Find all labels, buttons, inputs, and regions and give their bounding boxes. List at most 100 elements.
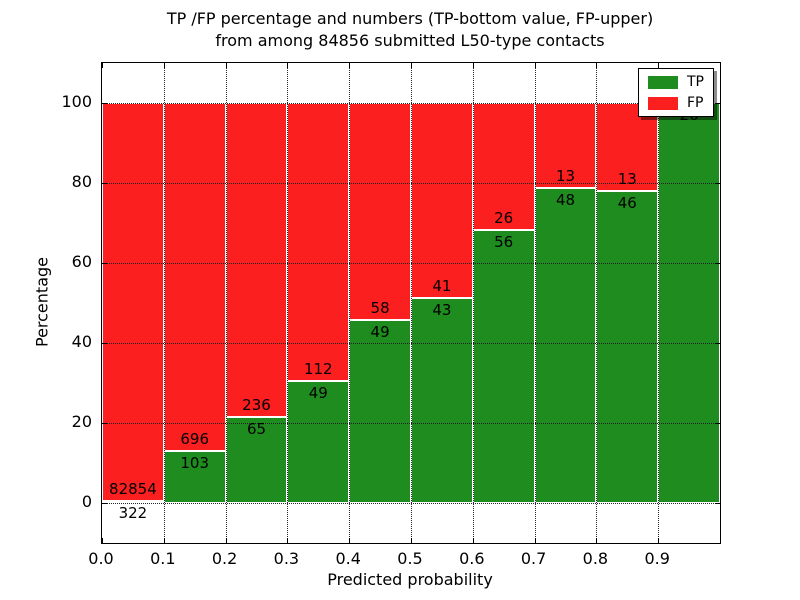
fp-legend-swatch [648,96,678,110]
legend: TP FP [638,68,714,117]
x-tick [472,538,474,543]
y-tick [102,183,107,184]
x-tick [411,538,412,543]
y-tick-label: 20 [71,412,92,431]
y-tick-label: 60 [71,252,92,271]
y-tick [715,343,720,344]
y-tick [715,183,720,184]
x-tick-label: 0.5 [397,549,423,568]
fp-count-label: 13 [617,170,637,189]
v-gridline [163,63,165,543]
x-tick [102,63,103,68]
tp-count-label: 103 [180,454,210,473]
x-tick [163,538,165,543]
fp-count-label: 82854 [109,480,157,499]
x-tick [534,538,536,543]
bar-segment-tp [658,103,720,503]
x-tick-label: 0.2 [211,549,238,568]
tp-count-label: 65 [246,419,267,438]
bar-segment-fp [411,103,473,299]
x-tick [349,538,351,543]
chart-title-line2: from among 84856 submitted L50-type cont… [215,31,605,50]
x-tick-label: 0.3 [273,549,300,568]
x-tick [225,63,227,68]
x-tick [596,538,598,543]
x-tick [534,63,536,68]
y-tick [715,263,720,264]
bar-segment-fp [287,103,350,382]
bar-segment-fp [472,103,535,230]
bar-segment-tp [411,298,473,503]
x-tick [411,63,412,68]
x-tick [658,538,660,543]
bar-segment-tp [349,319,411,503]
tp-count-label: 49 [370,322,390,341]
plot-area: TP FP 82854 322 696 103 236 65 112 49 58 49 41 43 26… [101,62,721,544]
y-tick-label: 80 [71,172,92,191]
fp-count-label: 13 [555,167,576,186]
y-tick-label: 0 [81,492,92,511]
x-tick [596,63,598,68]
y-tick [102,263,107,264]
bar-segment-fp [596,103,659,192]
y-tick [102,343,107,344]
fp-count-label: 58 [370,298,390,317]
bar-segment-tp [287,381,350,503]
v-gridline [472,63,474,543]
tp-count-label: 43 [432,301,452,320]
v-gridline [411,63,412,543]
v-gridline [534,63,536,543]
fp-legend-label: FP [687,95,704,111]
fp-count-label: 26 [494,208,514,227]
y-tick [102,503,107,504]
fp-count-label: 112 [303,360,333,379]
tp-legend-swatch [648,75,678,89]
fp-count-label: 696 [180,430,210,449]
x-tick [287,63,289,68]
x-tick [225,538,227,543]
v-gridline [349,63,351,543]
x-tick-label: 0.6 [459,549,485,568]
x-tick-label: 0.4 [335,549,361,568]
v-gridline [225,63,227,543]
x-tick-label: 0.7 [520,549,547,568]
v-gridline [287,63,289,543]
chart-title: TP /FP percentage and numbers (TP-bottom… [101,8,719,52]
fp-count-label: 41 [432,277,452,296]
y-tick [102,103,107,104]
v-gridline [658,63,660,543]
bar-segment-tp [596,191,659,503]
x-tick-label: 0.9 [644,549,670,568]
x-tick [163,63,165,68]
y-tick [715,423,720,424]
y-tick-label: 100 [61,92,92,111]
bar-segment-fp [163,103,226,452]
bar-segment-tp [102,501,164,504]
tp-count-label: 56 [494,232,514,251]
x-tick [102,538,103,543]
x-tick [287,538,289,543]
x-tick-label: 0.1 [150,549,176,568]
x-tick [472,63,474,68]
y-tick [715,503,720,504]
bar-segment-tp [472,229,535,503]
bar-segment-tp [534,188,597,503]
x-axis-label: Predicted probability [327,570,493,589]
x-tick-label: 0.8 [582,549,609,568]
y-tick-label: 40 [71,332,92,351]
x-tick [658,63,660,68]
y-tick [102,423,107,424]
x-tick-label: 0.0 [88,549,114,568]
tp-count-label: 46 [617,194,637,213]
tp-legend-label: TP [687,74,704,90]
bar-segment-fp [102,103,164,502]
fp-count-label: 236 [242,395,271,414]
tp-count-label: 322 [118,504,148,523]
y-tick [715,103,720,104]
x-tick [349,63,351,68]
v-gridline [596,63,598,543]
bar-segment-fp [349,103,411,320]
legend-item-tp: TP [648,75,704,89]
bar-segment-tp [163,451,226,503]
legend-item-fp: FP [648,96,704,110]
